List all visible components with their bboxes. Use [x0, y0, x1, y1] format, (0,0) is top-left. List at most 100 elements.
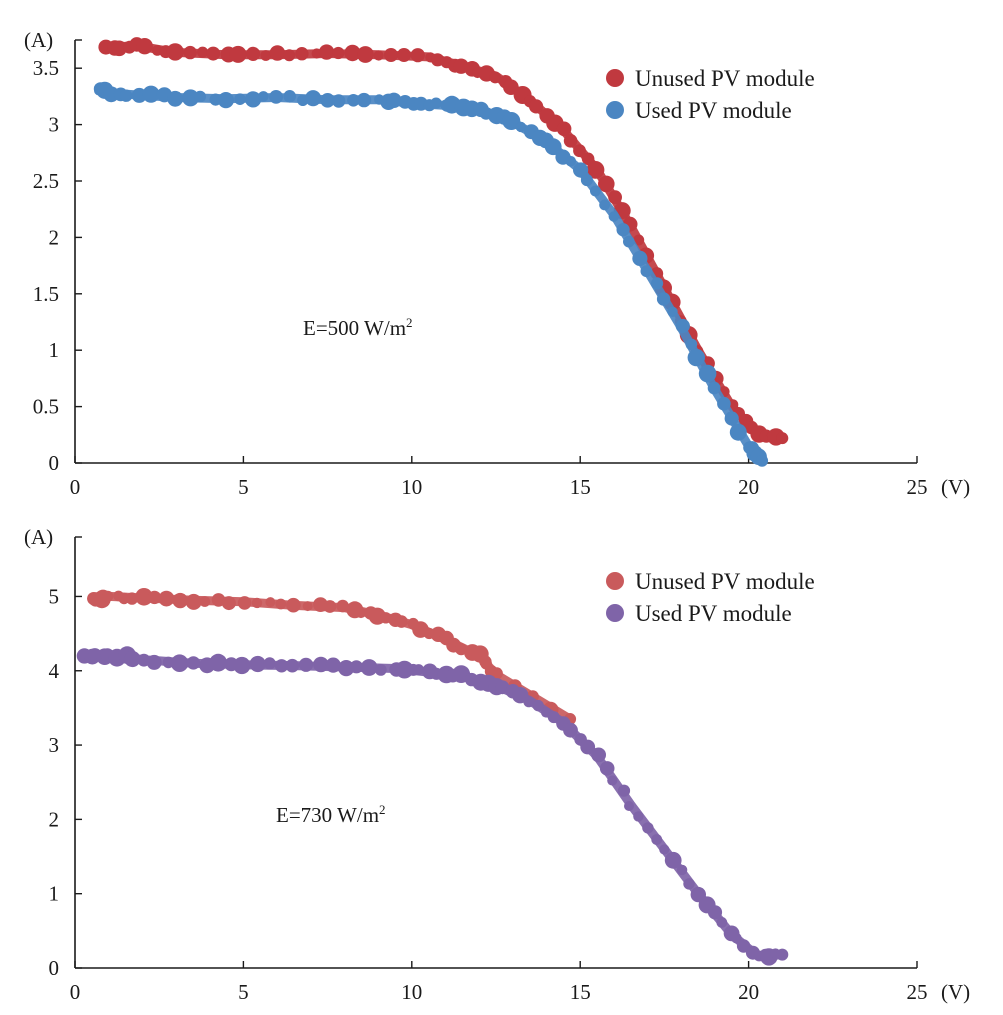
- data-point: [544, 138, 562, 156]
- data-point: [374, 664, 387, 676]
- x-tick-label: 15: [570, 980, 591, 1004]
- x-tick-label: 5: [238, 475, 249, 499]
- data-point: [221, 596, 236, 611]
- x-tick-label: 25: [907, 475, 928, 499]
- data-point: [623, 235, 635, 248]
- data-point: [286, 597, 301, 613]
- data-series: [76, 588, 789, 966]
- data-point: [683, 878, 695, 890]
- data-point: [170, 654, 189, 672]
- data-point: [183, 45, 197, 60]
- data-point: [285, 658, 300, 673]
- legend-label: Unused PV module: [635, 66, 815, 91]
- data-point: [632, 250, 648, 266]
- data-point: [608, 211, 619, 222]
- data-point: [120, 89, 133, 102]
- data-point: [102, 590, 114, 602]
- data-point: [283, 49, 296, 62]
- data-point: [275, 598, 287, 610]
- irradiance-annotation: E=730 W/m2: [276, 802, 386, 827]
- x-tick-label: 15: [570, 475, 591, 499]
- data-point: [229, 45, 247, 63]
- data-point: [716, 917, 728, 928]
- data-point: [185, 593, 202, 610]
- data-point: [598, 175, 615, 193]
- data-point: [186, 656, 201, 670]
- irradiance-annotation: E=500 W/m2: [303, 315, 413, 340]
- data-point: [206, 46, 221, 61]
- data-point: [656, 292, 671, 306]
- legend-swatch: [606, 69, 624, 87]
- data-point: [211, 593, 226, 607]
- legend: Unused PV module Used PV module: [606, 66, 815, 123]
- data-point: [667, 306, 678, 317]
- data-point: [332, 46, 345, 60]
- data-point: [707, 381, 721, 395]
- y-tick-labels: 0 1 2 3 4 5: [49, 584, 60, 980]
- y-tick-label: 3.5: [33, 56, 59, 80]
- data-point: [158, 590, 175, 607]
- data-point: [608, 190, 622, 205]
- y-tick-label: 0: [49, 451, 60, 475]
- data-point: [731, 932, 742, 944]
- data-point: [599, 199, 610, 211]
- x-tick-label: 20: [738, 980, 759, 1004]
- data-point: [323, 600, 337, 613]
- legend-swatch: [606, 572, 624, 590]
- x-tick-label: 5: [238, 980, 249, 1004]
- data-point: [664, 851, 682, 869]
- data-point: [729, 423, 747, 441]
- irradiance-annotation-superscript: 2: [406, 315, 413, 330]
- data-point: [295, 47, 309, 61]
- data-point: [547, 711, 560, 724]
- data-point: [269, 45, 286, 61]
- x-tick-label: 25: [907, 980, 928, 1004]
- data-point: [676, 864, 688, 876]
- data-point: [249, 655, 266, 673]
- x-axis-unit-label: (V): [941, 980, 970, 1004]
- data-point: [563, 134, 578, 148]
- data-point: [675, 318, 690, 334]
- data-point: [338, 660, 355, 677]
- data-point: [237, 596, 252, 610]
- data-point: [724, 411, 739, 426]
- data-point: [274, 659, 289, 673]
- data-point: [651, 834, 663, 845]
- legend-label: Unused PV module: [635, 569, 815, 594]
- y-tick-label: 3: [49, 733, 60, 757]
- data-point: [355, 607, 367, 619]
- data-point: [197, 46, 209, 58]
- data-point: [302, 601, 313, 612]
- data-point: [147, 590, 162, 605]
- data-point: [565, 156, 577, 167]
- legend: Unused PV module Used PV module: [606, 569, 815, 626]
- data-point: [642, 822, 654, 834]
- x-tick-label: 0: [70, 475, 81, 499]
- data-point: [166, 43, 184, 61]
- data-point: [251, 597, 263, 609]
- data-point: [659, 844, 670, 855]
- y-axis-unit-label: (A): [24, 525, 53, 549]
- x-axis-unit-label: (V): [941, 475, 970, 499]
- data-point: [146, 654, 162, 670]
- data-point: [581, 152, 595, 166]
- x-tick-labels: 0 5 10 15 20 25: [70, 475, 928, 499]
- data-point: [776, 432, 789, 445]
- data-point: [260, 50, 272, 61]
- data-point: [347, 94, 360, 107]
- axes: [74, 39, 918, 464]
- chart-panel-top: (A) (V) 0 5 10 15 20 25 0 0.5 1 1.5 2 2.…: [24, 28, 970, 499]
- data-point: [490, 667, 503, 680]
- data-point: [142, 85, 160, 103]
- y-tick-label: 1: [49, 338, 60, 362]
- y-tick-label: 1.5: [33, 282, 59, 306]
- data-point: [283, 90, 297, 103]
- data-point: [616, 223, 630, 237]
- x-tick-label: 0: [70, 980, 81, 1004]
- irradiance-annotation-text: E=500 W/m: [303, 316, 406, 340]
- data-point: [698, 364, 717, 383]
- data-point: [651, 277, 664, 290]
- data-point: [265, 597, 276, 608]
- legend-swatch: [606, 604, 624, 622]
- data-point: [707, 905, 723, 920]
